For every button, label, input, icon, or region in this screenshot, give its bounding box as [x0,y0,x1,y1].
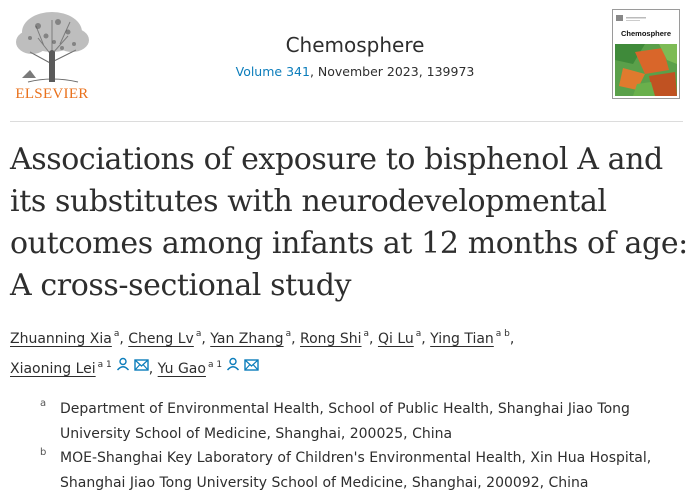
journal-header: Chemosphere Volume 341, November 2023, 1… [200,32,510,79]
author-item[interactable]: Rong Shi a, [300,329,374,347]
author-item[interactable]: Yu Gao a 1 [158,357,259,377]
author-item[interactable]: Zhuanning Xia a, [10,329,124,347]
publisher-name: ELSEVIER [15,86,89,102]
affiliation-mark: a [40,398,47,409]
header-divider [10,121,683,122]
affiliation-mark: b [40,447,47,458]
journal-cover[interactable]: Chemosphere [612,9,680,99]
author-item[interactable]: Cheng Lv a, [128,329,206,347]
author-item[interactable]: Xiaoning Lei a 1, [10,357,153,377]
cover-header-icon [616,15,646,21]
affiliation-text: Department of Environmental Health, Scho… [60,401,630,442]
cover-title: Chemosphere [620,29,671,38]
mail-icon[interactable] [244,354,259,381]
elsevier-logo[interactable]: ELSEVIER [8,8,96,104]
article-title: Associations of exposure to bisphenol A … [10,142,688,303]
affiliation-text: MOE-Shanghai Key Laboratory of Children'… [60,450,652,491]
mail-icon[interactable] [134,354,149,381]
cover-image [615,44,677,96]
person-icon[interactable] [116,354,130,381]
affiliation-item: a Department of Environmental Health, Sch… [40,397,680,446]
issue-date: , November 2023, 139973 [309,64,475,79]
journal-meta: Volume 341, November 2023, 139973 [200,64,510,79]
affiliation-list: a Department of Environmental Health, Sch… [40,397,680,495]
author-item[interactable]: Ying Tian a b, [430,329,515,347]
tree-icon [8,8,96,86]
author-item[interactable]: Qi Lu a, [377,329,426,347]
affiliation-item: b MOE-Shanghai Key Laboratory of Children… [40,446,680,495]
journal-title[interactable]: Chemosphere [285,33,425,57]
author-list: Zhuanning Xia a, Cheng Lv a, Yan Zhang a, R… [10,322,690,383]
volume-link[interactable]: Volume 341 [235,64,310,79]
person-icon[interactable] [226,354,240,381]
author-item[interactable]: Yan Zhang a, [210,329,296,347]
